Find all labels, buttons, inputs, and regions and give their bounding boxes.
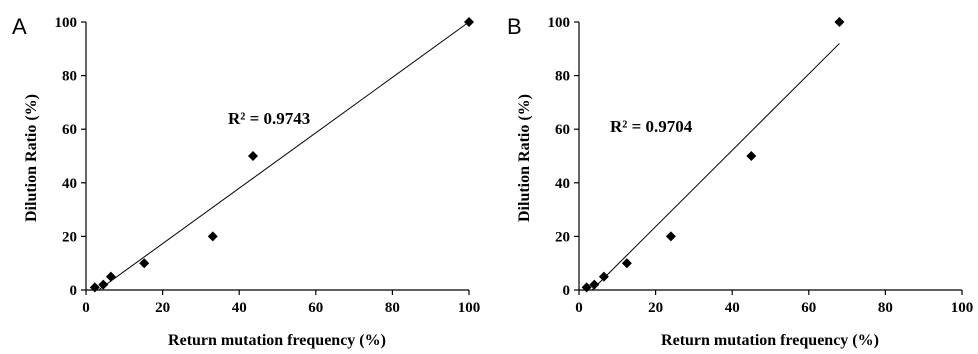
data-point [98, 279, 109, 290]
y-tick-label: 20 [555, 229, 570, 245]
data-point [207, 231, 218, 242]
panel-b-chart: B 0 20 40 60 80 100 0 20 40 60 80 100 Return mutation… [507, 14, 973, 349]
x-tick-label: 20 [155, 300, 170, 316]
panel-a-chart: A 0 20 40 60 80 100 0 20 40 60 80 100 Return mutation… [12, 14, 480, 349]
y-tick-label: 80 [62, 69, 77, 85]
data-point [105, 271, 116, 282]
x-axis-title: Return mutation frequency (%) [661, 332, 879, 349]
y-tick-label: 80 [555, 69, 570, 85]
y-tick-label: 0 [70, 283, 78, 299]
x-tick-label: 60 [801, 300, 816, 316]
data-point [598, 271, 609, 282]
y-tick-label: 20 [62, 229, 77, 245]
data-point [746, 151, 757, 161]
data-point [834, 17, 845, 27]
data-point [89, 282, 100, 293]
x-tick-label: 40 [232, 300, 247, 316]
y-axis-title: Dilution Ratio (%) [516, 94, 533, 222]
x-tick-label: 80 [878, 300, 893, 316]
panel-label: B [507, 14, 522, 39]
y-tick-label: 40 [555, 176, 570, 192]
x-tick-label: 60 [308, 300, 323, 316]
data-point [464, 17, 474, 27]
y-tick-label: 100 [55, 15, 78, 31]
x-tick-label: 100 [951, 300, 974, 316]
x-tick-label: 40 [725, 300, 740, 316]
panel-label: A [12, 14, 27, 39]
r-squared-annotation: R² = 0.9743 [228, 109, 310, 128]
x-axis-title: Return mutation frequency (%) [168, 332, 386, 349]
r-squared-annotation: R² = 0.9704 [610, 117, 693, 136]
data-point [581, 282, 592, 293]
x-tick-label: 80 [385, 300, 400, 316]
trendline [98, 21, 470, 291]
data-point [665, 231, 676, 242]
y-tick-label: 0 [563, 283, 571, 299]
y-axis-title: Dilution Ratio (%) [23, 94, 40, 222]
data-point [621, 258, 632, 269]
x-tick-label: 20 [648, 300, 663, 316]
y-tick-label: 100 [548, 15, 571, 31]
y-tick-label: 40 [62, 176, 77, 192]
x-tick-label: 0 [575, 300, 583, 316]
y-tick-label: 60 [555, 122, 570, 138]
data-point [589, 279, 600, 290]
trendline [591, 43, 840, 291]
y-tick-label: 60 [62, 122, 77, 138]
data-point [247, 151, 258, 161]
x-tick-label: 0 [82, 300, 90, 316]
data-point [139, 258, 150, 269]
x-tick-label: 100 [458, 300, 481, 316]
